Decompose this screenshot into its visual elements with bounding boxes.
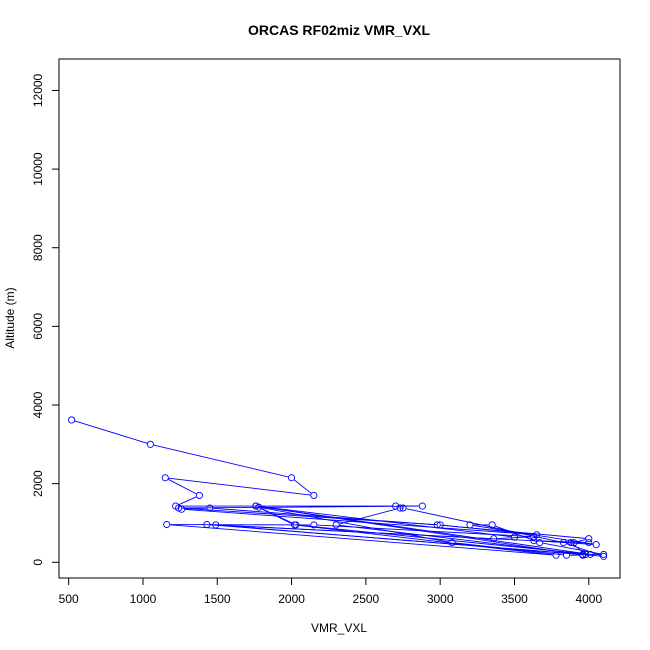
x-tick-label: 3500 bbox=[501, 592, 528, 606]
y-tick-label: 8000 bbox=[31, 234, 45, 261]
series-segment bbox=[170, 524, 553, 556]
series-segment bbox=[168, 477, 311, 496]
data-point bbox=[310, 491, 318, 499]
data-point bbox=[567, 539, 575, 547]
data-point bbox=[68, 416, 76, 424]
data-point bbox=[490, 535, 498, 543]
series-segment bbox=[577, 539, 586, 543]
data-point bbox=[585, 539, 593, 547]
data-point bbox=[212, 521, 220, 529]
data-point bbox=[570, 539, 578, 547]
data-point bbox=[418, 502, 426, 510]
series-segment bbox=[297, 524, 553, 556]
data-point bbox=[288, 474, 296, 482]
data-point bbox=[488, 521, 496, 529]
data-point bbox=[178, 505, 186, 513]
data-point bbox=[195, 491, 203, 499]
series-segment bbox=[495, 525, 537, 542]
data-point bbox=[252, 502, 260, 510]
series-segment bbox=[573, 544, 584, 553]
data-point bbox=[392, 502, 400, 510]
data-point bbox=[448, 539, 456, 547]
y-tick-label: 12000 bbox=[31, 73, 45, 107]
series-segment bbox=[178, 496, 197, 506]
data-point bbox=[203, 520, 211, 529]
x-tick-label: 1000 bbox=[130, 592, 157, 606]
chart-title: ORCAS RF02miz VMR_VXL bbox=[248, 22, 430, 38]
data-point bbox=[600, 552, 608, 560]
x-axis-label: VMR_VXL bbox=[311, 621, 367, 635]
data-point bbox=[510, 533, 519, 541]
plot-frame bbox=[58, 58, 621, 579]
data-point bbox=[310, 521, 318, 529]
data-point bbox=[292, 521, 300, 529]
data-point bbox=[530, 533, 538, 541]
data-point bbox=[146, 440, 154, 448]
data-point bbox=[579, 551, 587, 559]
series-segment bbox=[259, 506, 512, 538]
data-point bbox=[161, 474, 169, 482]
series-segment bbox=[259, 506, 587, 555]
y-tick-label: 10000 bbox=[31, 152, 45, 186]
data-point bbox=[600, 550, 608, 558]
data-point bbox=[163, 520, 171, 529]
series-segment bbox=[168, 478, 197, 495]
series-segment bbox=[262, 507, 449, 543]
series-segment bbox=[473, 524, 593, 545]
series-segment bbox=[406, 508, 561, 543]
data-point bbox=[582, 550, 590, 558]
y-axis-label: Altitude (m) bbox=[3, 287, 17, 348]
series-segment bbox=[293, 479, 312, 494]
data-point bbox=[332, 521, 340, 529]
data-point bbox=[466, 521, 474, 529]
data-point bbox=[206, 504, 214, 512]
series-segment bbox=[339, 508, 397, 525]
data-point bbox=[586, 550, 594, 558]
data-point bbox=[585, 535, 593, 543]
x-tick-label: 3000 bbox=[427, 592, 454, 606]
data-point bbox=[399, 504, 407, 512]
y-tick-label: 6000 bbox=[31, 313, 45, 340]
series-segment bbox=[184, 507, 207, 510]
x-axis: 500 1000 1500 2000 2500 3000 3500 4000 bbox=[59, 577, 602, 606]
data-point bbox=[562, 551, 571, 559]
x-tick-label: 2500 bbox=[353, 592, 380, 606]
x-tick-label: 500 bbox=[59, 592, 79, 606]
data-point bbox=[536, 539, 544, 547]
series-layer bbox=[68, 416, 608, 560]
y-tick-label: 4000 bbox=[31, 391, 45, 418]
x-tick-label: 2000 bbox=[278, 592, 305, 606]
series-segment bbox=[74, 420, 148, 444]
series-segment bbox=[299, 524, 587, 555]
y-tick-label: 0 bbox=[31, 559, 45, 566]
data-point bbox=[433, 521, 441, 529]
series-segment bbox=[261, 508, 294, 524]
data-point bbox=[559, 539, 568, 547]
x-tick-label: 1500 bbox=[204, 592, 231, 606]
series-segment bbox=[455, 542, 564, 556]
data-point bbox=[552, 551, 560, 559]
data-point bbox=[592, 541, 600, 549]
series-segment bbox=[497, 536, 531, 539]
data-point bbox=[436, 521, 444, 529]
y-axis: 0 2000 4000 6000 8000 10000 12000 bbox=[31, 73, 60, 566]
series-segment bbox=[153, 444, 289, 478]
data-point bbox=[396, 504, 404, 512]
y-tick-label: 2000 bbox=[31, 470, 45, 497]
series-segment bbox=[219, 524, 601, 557]
x-tick-label: 4000 bbox=[575, 592, 602, 606]
series-segment bbox=[182, 505, 419, 509]
